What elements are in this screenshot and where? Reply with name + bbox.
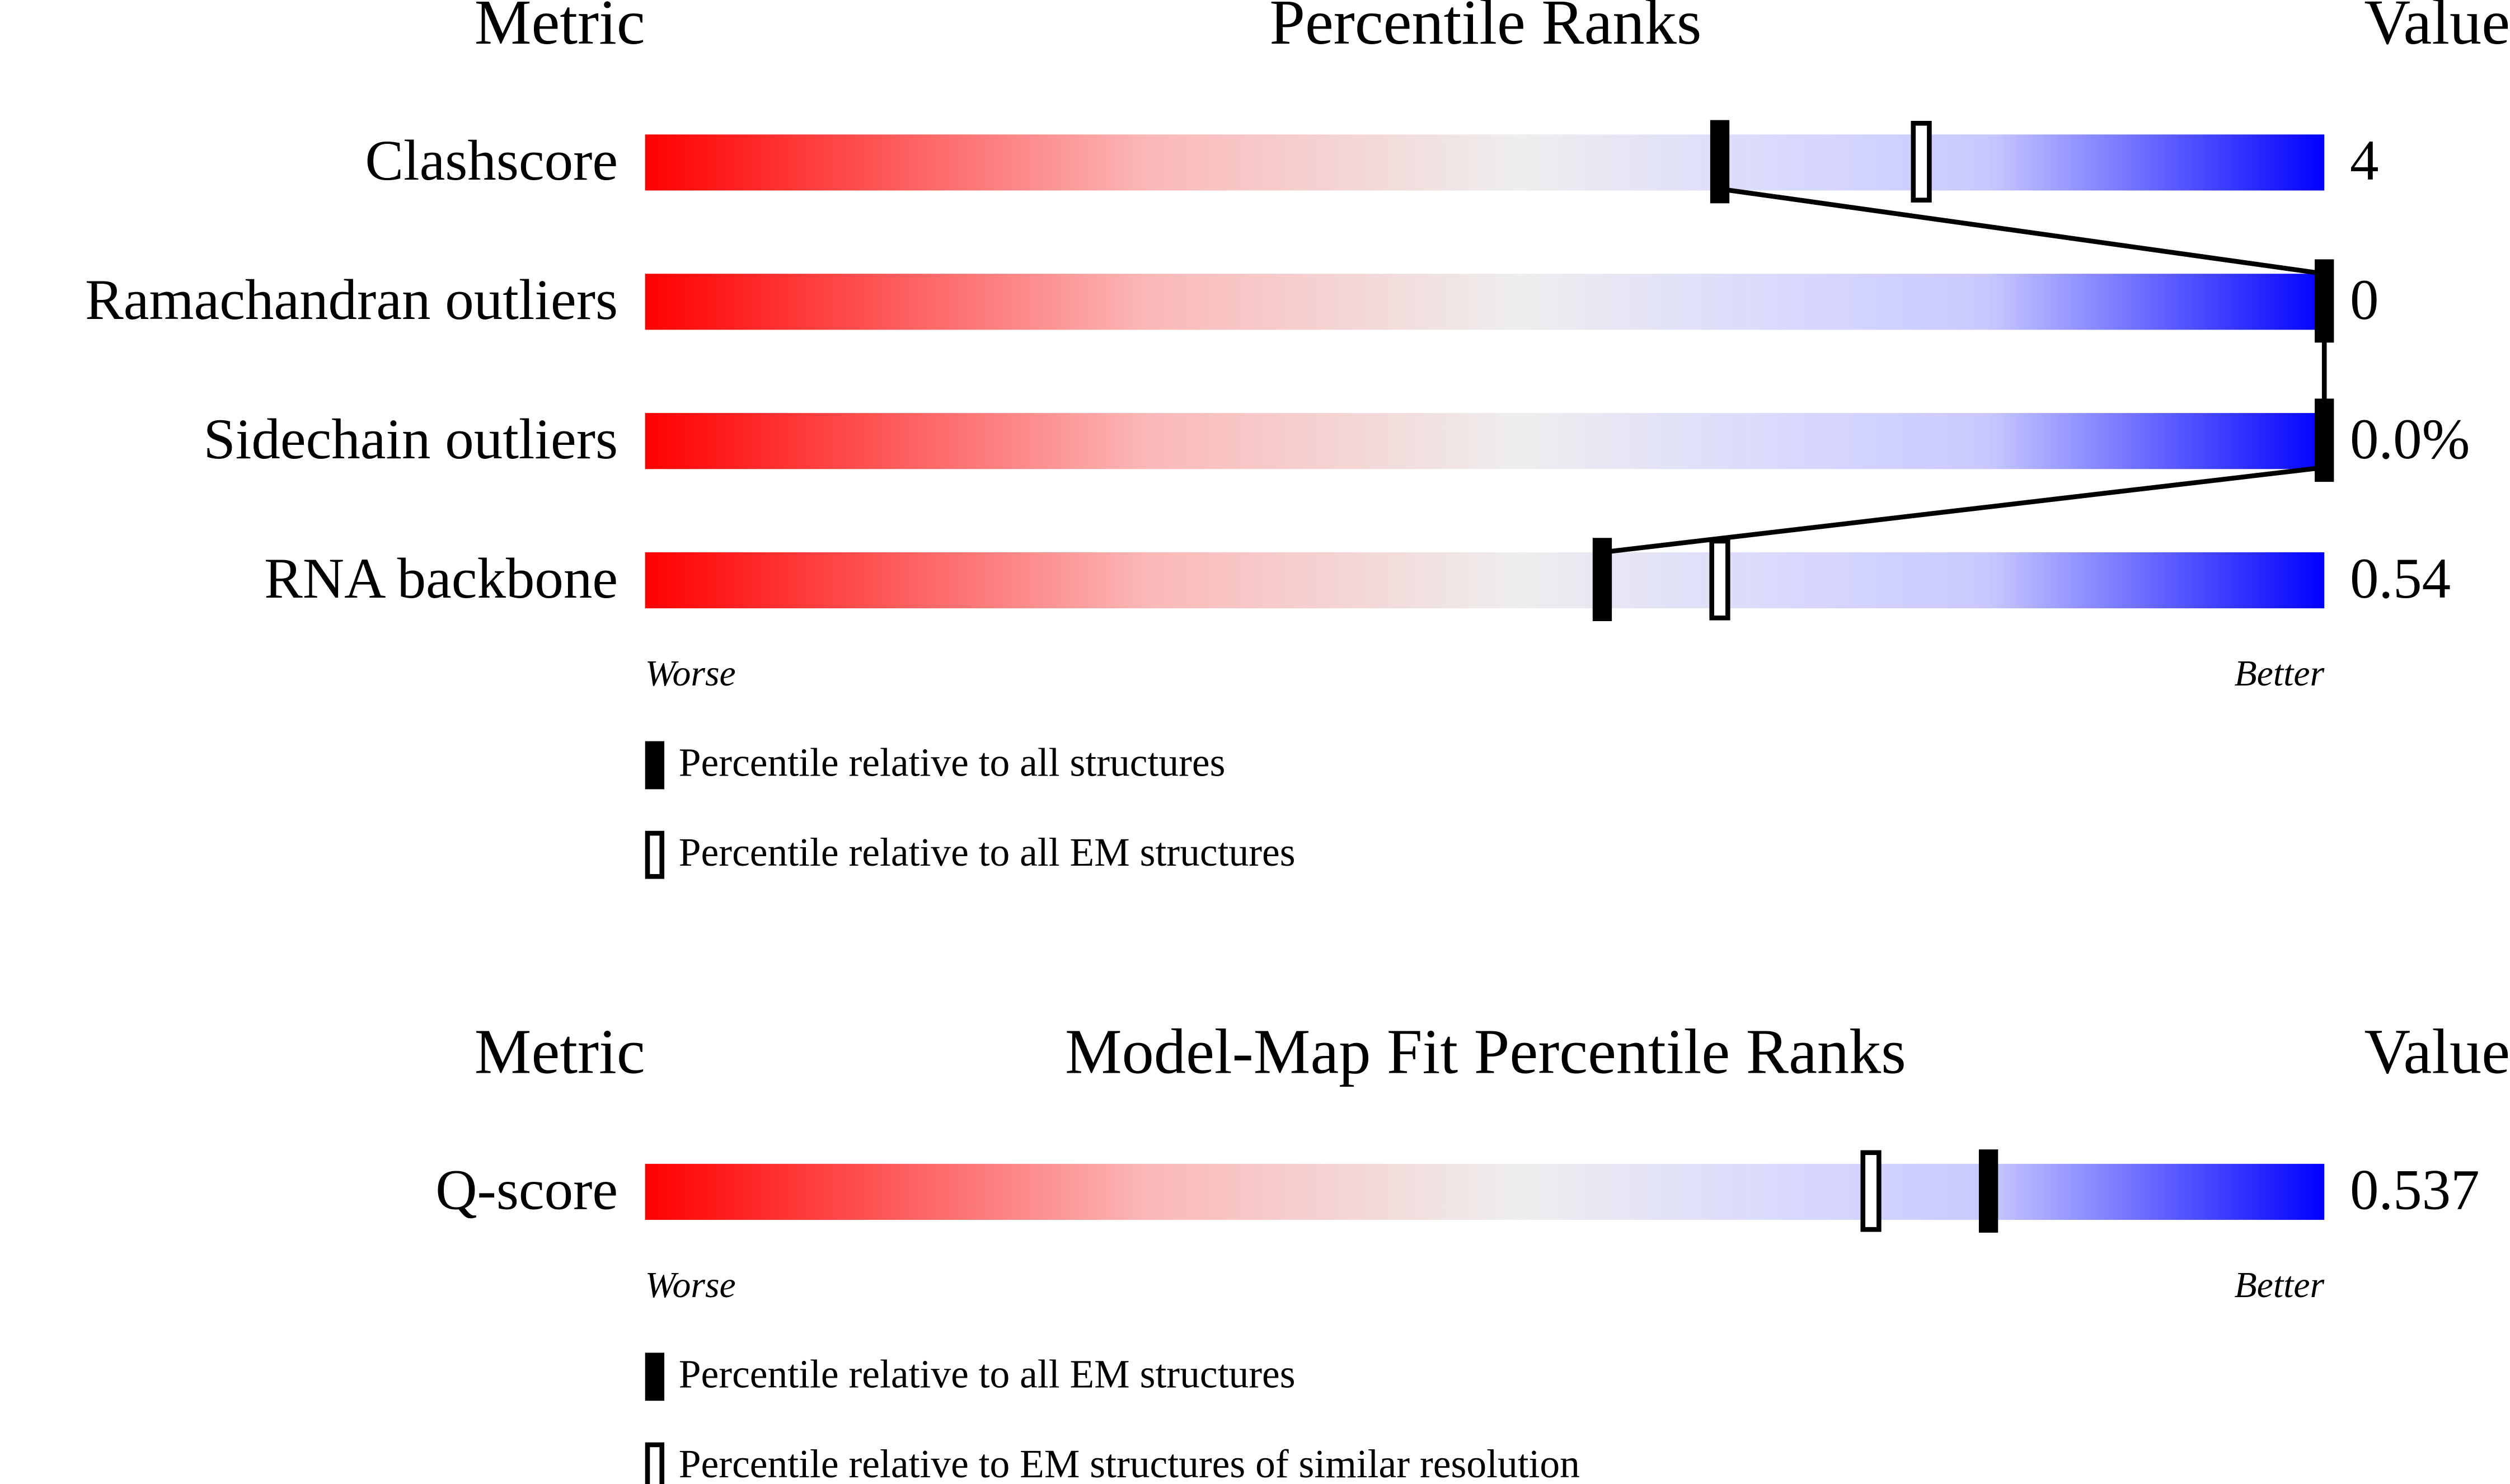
legend-swatch: [645, 1352, 665, 1401]
marker-relative: [1860, 1150, 1882, 1232]
row-label: Ramachandran outliers: [85, 268, 618, 332]
better-label: Better: [2234, 1265, 2324, 1305]
header-metric: Metric: [475, 0, 645, 58]
marker-relative: [1709, 538, 1730, 621]
legend-swatch: [645, 830, 665, 879]
connector: [1719, 186, 2325, 276]
header-title: Percentile Ranks: [1269, 0, 1701, 58]
marker-all: [1592, 538, 1612, 622]
row-value: 4: [2350, 129, 2378, 192]
row-value: 0.54: [2350, 547, 2451, 610]
marker-all: [2315, 398, 2334, 482]
row-label: RNA backbone: [264, 547, 618, 610]
legend-label: Percentile relative to EM structures of …: [679, 1442, 1580, 1484]
legend-label: Percentile relative to all EM structures: [679, 1352, 1296, 1397]
row-label: Clashscore: [365, 129, 618, 192]
slider-bar: [645, 413, 2325, 469]
marker-relative: [1911, 120, 1932, 203]
header-value: Value: [2364, 1016, 2510, 1087]
header-metric: Metric: [475, 1016, 645, 1087]
slider-bar: [645, 1163, 2325, 1220]
slider-bar: [645, 274, 2325, 330]
connector: [1602, 465, 2325, 555]
legend-label: Percentile relative to all EM structures: [679, 830, 1296, 875]
legend-swatch: [645, 741, 665, 790]
row-label: Q-score: [435, 1158, 618, 1222]
slider-bar: [645, 134, 2325, 191]
row-value: 0.0%: [2350, 407, 2470, 471]
row-value: 0: [2350, 268, 2378, 332]
marker-all: [1710, 120, 1730, 204]
legend-swatch: [645, 1442, 665, 1484]
header-value: Value: [2364, 0, 2510, 58]
marker-all: [2315, 259, 2334, 343]
slider-bar: [645, 552, 2325, 609]
header-title: Model-Map Fit Percentile Ranks: [1065, 1016, 1906, 1087]
worse-label: Worse: [645, 653, 736, 694]
row-label: Sidechain outliers: [203, 407, 618, 471]
better-label: Better: [2234, 653, 2324, 694]
marker-all: [1978, 1149, 1998, 1233]
worse-label: Worse: [645, 1265, 736, 1305]
legend-label: Percentile relative to all structures: [679, 741, 1226, 785]
row-value: 0.537: [2350, 1158, 2480, 1222]
